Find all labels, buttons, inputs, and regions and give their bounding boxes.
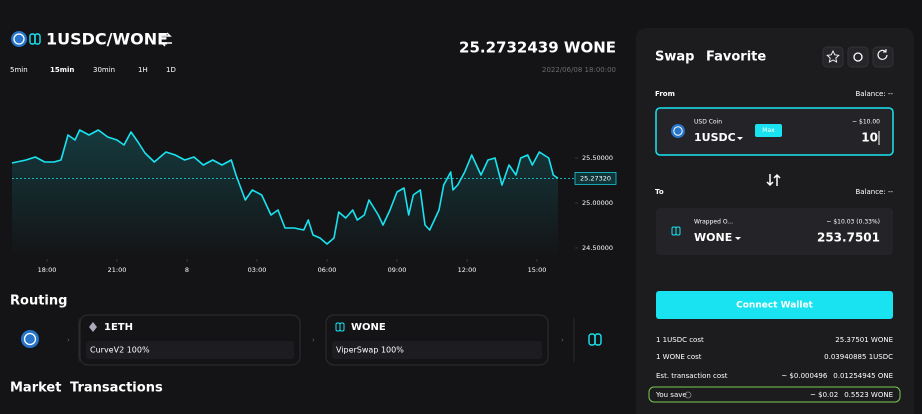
tab-favorite[interactable]: Favorite [706, 50, 766, 65]
from-token-name: USD Coin [694, 119, 722, 126]
from-amount[interactable]: 10 [861, 131, 878, 145]
connect-wallet-button[interactable] [656, 291, 893, 319]
info-icon[interactable] [684, 391, 692, 399]
to-usd: ~ $10.03 (0.33%) [826, 219, 880, 226]
swap-pair-icon[interactable] [160, 32, 172, 47]
route-card[interactable] [79, 314, 301, 366]
stat-value: 0.01254945 ONE [833, 372, 893, 380]
current-price-label: 25.27320 [580, 174, 611, 182]
you-save-highlight [648, 386, 901, 403]
settings-icon [853, 52, 863, 62]
from-token[interactable]: 1USDC [694, 131, 736, 144]
area-fill [12, 130, 558, 257]
wone-icon [34, 33, 41, 45]
star-button[interactable] [822, 46, 844, 68]
route-via-box [332, 341, 542, 359]
usdc-icon [21, 330, 39, 348]
timestamp: 2022/06/08 18:00:00 [542, 66, 616, 74]
to-balance: Balance: -- [855, 188, 893, 196]
x-tick-label: 12:00 [458, 266, 477, 274]
flip-button[interactable] [766, 173, 781, 187]
stat-label: You save [655, 391, 687, 399]
routing-title: Routing [10, 294, 67, 309]
connect-wallet-label: Connect Wallet [736, 301, 813, 311]
usdc-icon-ring [673, 126, 683, 136]
price-chart: 24.50000 25.00000 25.50000 18:00 21:00 8 03:00… [11, 129, 617, 274]
to-token-name: Wrapped O... [694, 219, 733, 226]
stat-value: 0.5523 WONE [844, 391, 893, 399]
from-usd: ~ $10.00 [852, 119, 880, 126]
stat-value: 25.37501 WONE [835, 336, 893, 344]
chevron: › [561, 336, 564, 344]
timeframe-tab[interactable]: 1H [138, 66, 148, 74]
y-tick-label: 25.50000 [582, 154, 613, 162]
wone-icon [675, 226, 681, 236]
timeframe-tab[interactable]: 15min [50, 66, 74, 74]
route-card[interactable] [325, 314, 549, 366]
x-tick-label: 15:00 [528, 266, 547, 274]
tab-market[interactable]: Market [10, 381, 61, 396]
refresh-button[interactable] [872, 46, 894, 68]
x-tick-label: 09:00 [388, 266, 407, 274]
eth-icon [89, 322, 97, 332]
route-via: ViperSwap 100% [336, 346, 404, 355]
pair-title: 1USDC/WONE [46, 30, 168, 49]
stat-value: ~ $0.000496 [781, 372, 827, 380]
settings-button[interactable] [847, 46, 869, 68]
usdc-icon [11, 31, 27, 47]
tab-swap[interactable]: Swap [655, 50, 694, 65]
usdc-icon-ring [23, 332, 37, 346]
wone-icon [594, 333, 602, 346]
max-button[interactable] [755, 124, 782, 137]
current-price-box [574, 172, 617, 185]
chevron: › [67, 336, 70, 344]
x-tick-label: 8 [185, 266, 189, 274]
dropdown-caret [737, 137, 743, 140]
usdc-icon-ring [13, 33, 25, 45]
stat-value: 0.03940885 1USDC [824, 353, 893, 361]
tab-transactions[interactable]: Transactions [70, 381, 163, 396]
to-input [656, 208, 893, 255]
route-via: CurveV2 100% [90, 346, 150, 355]
chevron: › [312, 336, 315, 344]
stat-value: ~ $0.02 [810, 391, 838, 399]
current-price: 25.2732439 WONE [459, 39, 616, 57]
to-label: To [655, 188, 664, 196]
stat-label: 1 1USDC cost [656, 336, 704, 344]
x-tick-label: 03:00 [248, 266, 267, 274]
y-tick-label: 25.00000 [582, 199, 613, 207]
stat-label: Est. transaction cost [656, 372, 728, 380]
stat-label: 1 WONE cost [656, 353, 702, 361]
timeframe-tab[interactable]: 5min [10, 66, 28, 74]
max-label: Max [762, 127, 775, 134]
price-line [11, 129, 559, 245]
x-tick-label: 18:00 [38, 266, 57, 274]
timeframe-tab[interactable]: 1D [166, 66, 176, 74]
refresh-icon [877, 49, 888, 60]
dropdown-caret [735, 237, 741, 240]
route-via-box [86, 341, 294, 359]
to-amount: 253.7501 [817, 231, 880, 245]
y-tick-label: 24.50000 [582, 244, 613, 252]
wone-icon [339, 322, 345, 332]
route-token: WONE [351, 322, 386, 333]
from-balance: Balance: -- [855, 90, 893, 98]
timeframe-tab[interactable]: 30min [93, 66, 115, 74]
usdc-icon [671, 124, 685, 138]
x-tick-label: 21:00 [108, 266, 127, 274]
from-label: From [655, 90, 675, 98]
star-icon [826, 49, 840, 63]
route-token: 1ETH [104, 322, 133, 333]
to-token[interactable]: WONE [694, 231, 732, 244]
x-tick-label: 06:00 [318, 266, 337, 274]
